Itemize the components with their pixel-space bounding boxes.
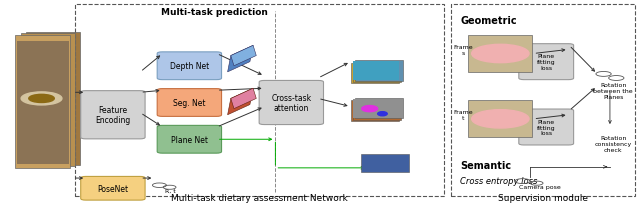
FancyBboxPatch shape (355, 61, 403, 81)
FancyBboxPatch shape (259, 81, 323, 125)
FancyBboxPatch shape (81, 177, 145, 200)
Text: Multi-task prediction: Multi-task prediction (161, 7, 268, 16)
Text: Seg. Net: Seg. Net (173, 98, 205, 108)
Text: Geometric: Geometric (460, 16, 517, 26)
Text: Plane Net: Plane Net (171, 135, 208, 144)
FancyBboxPatch shape (362, 154, 409, 172)
Polygon shape (228, 46, 253, 73)
FancyBboxPatch shape (81, 91, 145, 139)
FancyBboxPatch shape (351, 63, 399, 84)
Text: Plane
fitting
loss: Plane fitting loss (537, 54, 556, 71)
FancyBboxPatch shape (351, 101, 399, 121)
FancyBboxPatch shape (17, 42, 69, 164)
FancyBboxPatch shape (353, 100, 401, 120)
Polygon shape (231, 46, 256, 66)
FancyBboxPatch shape (519, 110, 573, 145)
Ellipse shape (378, 112, 387, 116)
FancyBboxPatch shape (355, 98, 403, 119)
Text: Depth Net: Depth Net (170, 62, 209, 71)
FancyBboxPatch shape (26, 33, 80, 165)
Polygon shape (228, 89, 253, 115)
Ellipse shape (362, 106, 378, 112)
FancyBboxPatch shape (353, 62, 401, 82)
Text: Frame
t: Frame t (454, 110, 473, 121)
FancyBboxPatch shape (157, 53, 221, 80)
Text: Rotation
consistency
check: Rotation consistency check (595, 135, 632, 152)
FancyBboxPatch shape (468, 101, 532, 138)
FancyBboxPatch shape (20, 34, 75, 166)
Text: Feature
Encoding: Feature Encoding (95, 105, 131, 125)
Text: R, t: R, t (165, 188, 175, 193)
Circle shape (29, 95, 54, 103)
Text: Cross-task
attention: Cross-task attention (271, 93, 312, 113)
Circle shape (21, 92, 62, 105)
Text: Plane
fitting
loss: Plane fitting loss (537, 119, 556, 136)
FancyBboxPatch shape (519, 44, 573, 80)
Text: Cross entropy loss: Cross entropy loss (460, 176, 538, 185)
Circle shape (472, 110, 529, 128)
Circle shape (472, 45, 529, 63)
FancyBboxPatch shape (353, 61, 399, 81)
FancyBboxPatch shape (15, 36, 70, 168)
Text: Rotation
between the
Planes: Rotation between the Planes (593, 83, 633, 99)
Text: Semantic: Semantic (460, 160, 511, 170)
Polygon shape (231, 89, 256, 109)
Text: Supervision module: Supervision module (498, 193, 588, 201)
FancyBboxPatch shape (468, 36, 532, 73)
FancyBboxPatch shape (157, 89, 221, 117)
FancyBboxPatch shape (157, 126, 221, 153)
Text: Multi-task dietary assessment Network: Multi-task dietary assessment Network (171, 193, 348, 201)
Text: PoseNet: PoseNet (97, 184, 129, 193)
FancyBboxPatch shape (353, 100, 399, 118)
Text: Camera pose: Camera pose (519, 184, 561, 189)
Text: Frame
s: Frame s (454, 45, 473, 56)
